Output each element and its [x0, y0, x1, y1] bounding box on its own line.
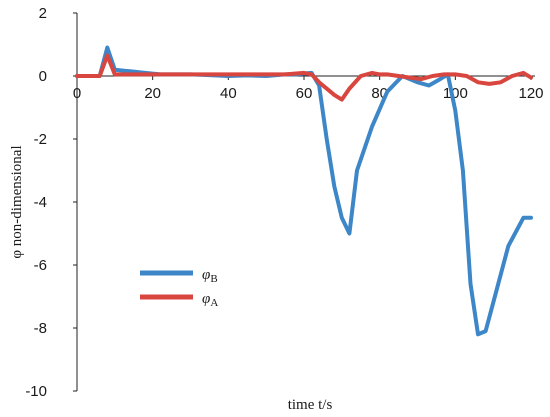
- legend-symbol: φ: [202, 267, 210, 283]
- x-tick-label: 60: [296, 85, 313, 102]
- x-tick-label: 0: [73, 85, 81, 102]
- y-tick-label: -8: [34, 320, 47, 337]
- x-tick-label: 100: [443, 85, 468, 102]
- y-tick-label: 0: [39, 68, 47, 85]
- legend-label-B: φB: [202, 267, 218, 285]
- y-tick-label: 2: [39, 5, 47, 22]
- legend-subscript: B: [210, 273, 217, 285]
- series-line-B: [75, 45, 533, 337]
- series-lines: [75, 45, 533, 337]
- series-line-A: [75, 53, 533, 102]
- legend-label-A: φA: [202, 291, 218, 309]
- y-axis-label: φ non-dimensional: [9, 145, 25, 258]
- legend-subscript: A: [210, 297, 218, 309]
- legend-symbol: φ: [202, 291, 210, 307]
- y-tick-label: -6: [34, 257, 47, 274]
- x-tick-label: 120: [518, 85, 543, 102]
- y-tick-label: -2: [34, 131, 47, 148]
- x-tick-label: 20: [144, 85, 161, 102]
- x-tick-label: 40: [220, 85, 237, 102]
- y-tick-label: -10: [25, 383, 47, 400]
- x-axis-label: time t/s: [288, 397, 333, 413]
- y-tick-label: -4: [34, 194, 47, 211]
